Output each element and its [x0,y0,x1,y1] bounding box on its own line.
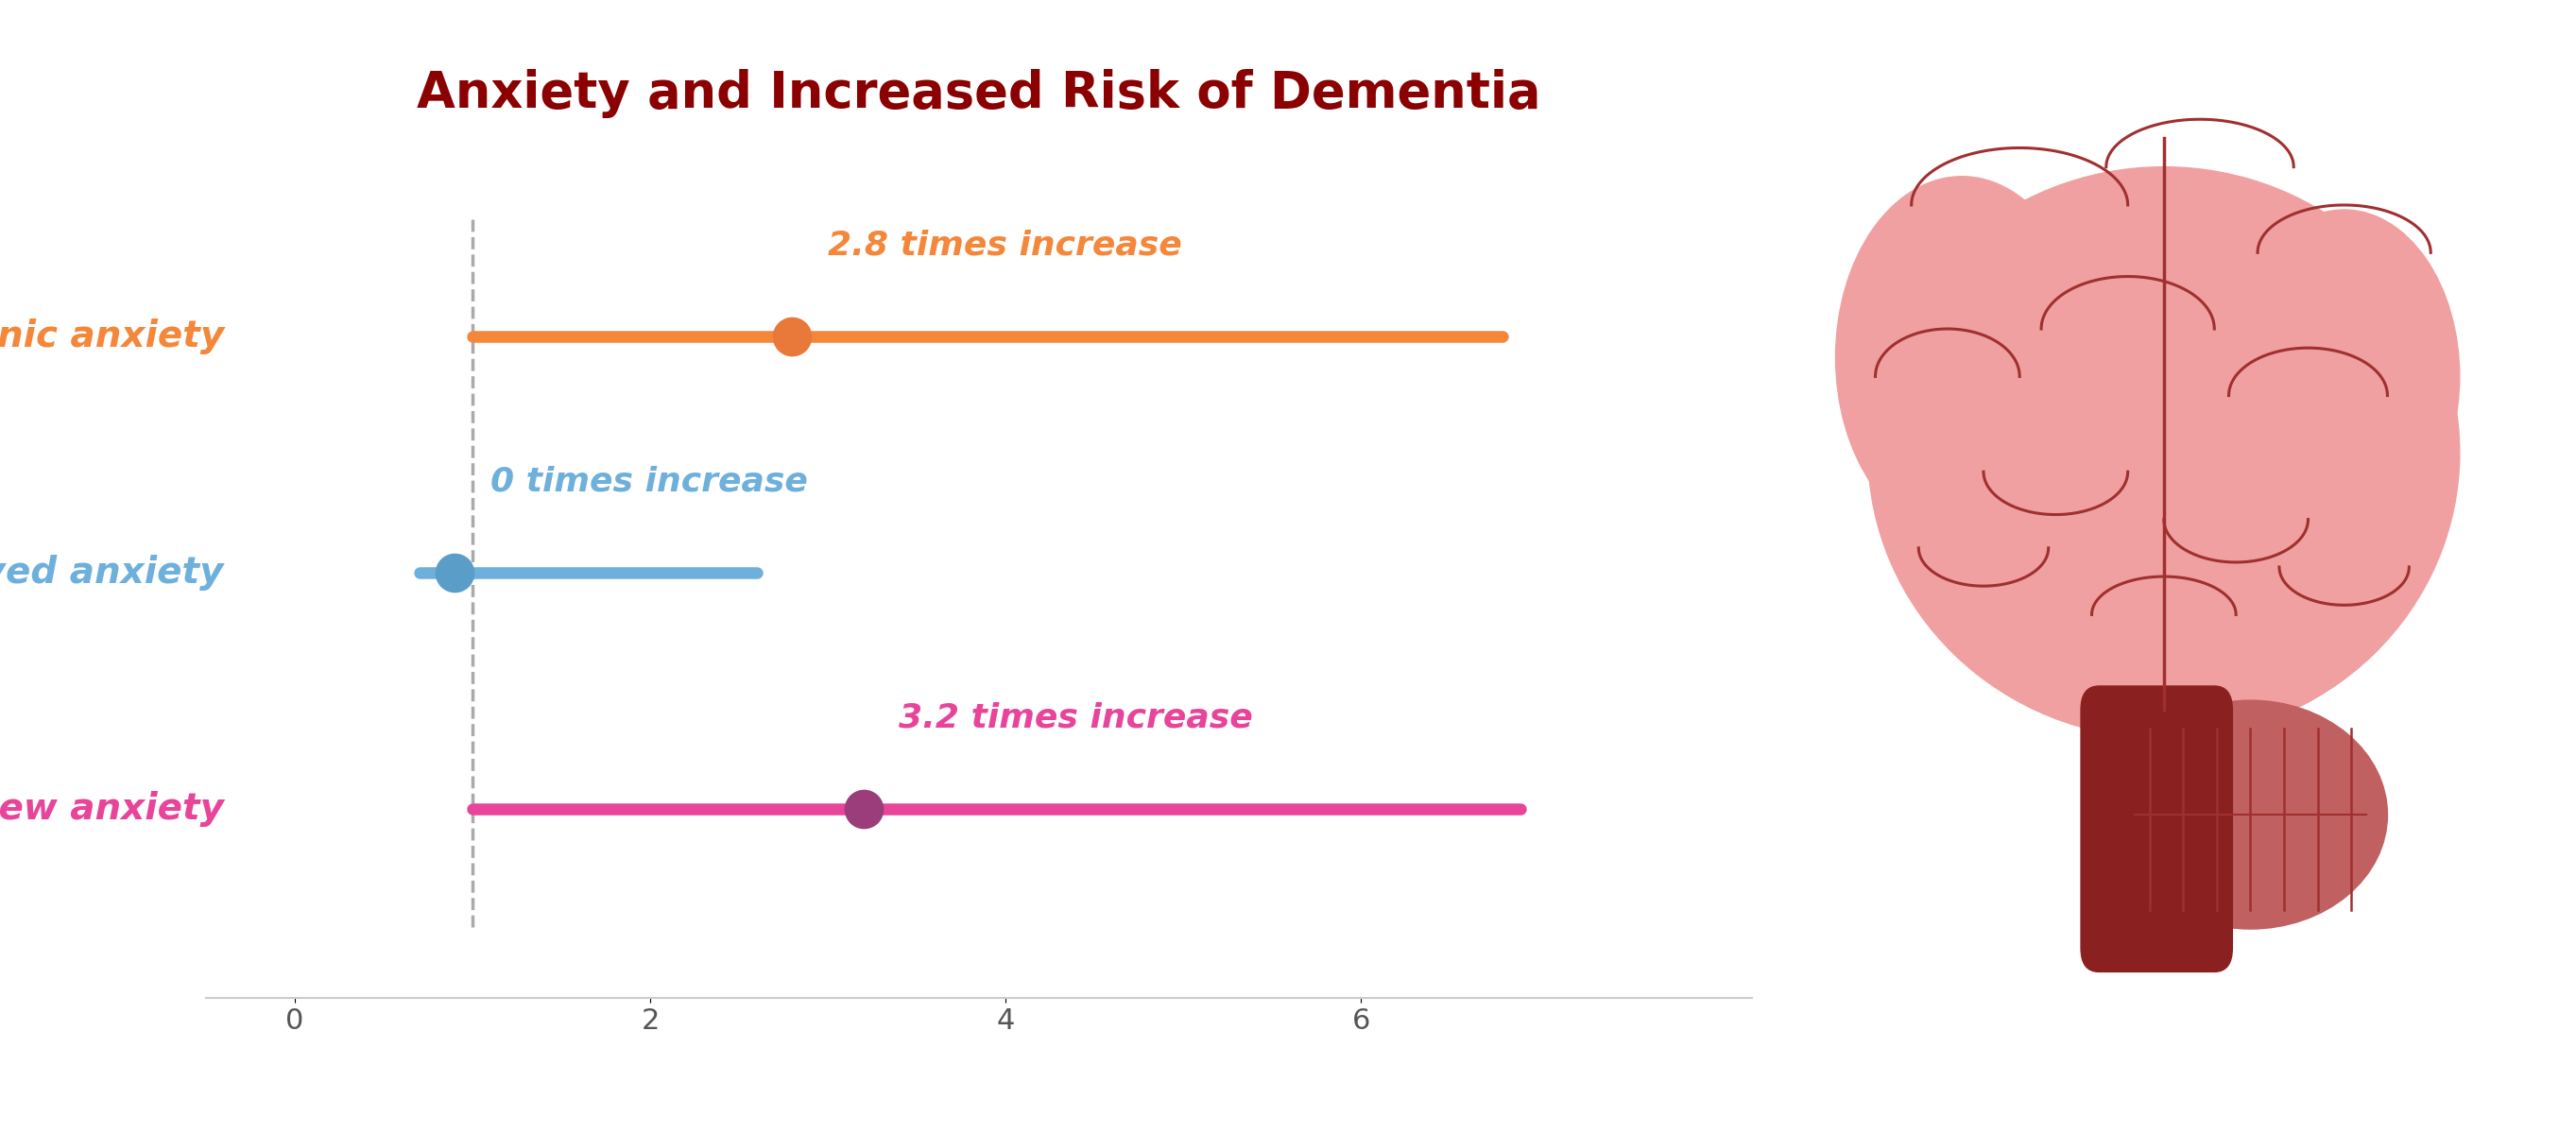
Text: Resolved anxiety: Resolved anxiety [0,555,224,591]
Point [435,564,477,582]
Text: New anxiety: New anxiety [0,792,224,827]
Text: 3.2 times increase: 3.2 times increase [899,701,1252,734]
Text: 0 times increase: 0 times increase [489,465,809,497]
Text: 2.8 times increase: 2.8 times increase [827,229,1182,261]
Ellipse shape [2112,701,2388,929]
Ellipse shape [2228,210,2460,543]
FancyBboxPatch shape [2081,686,2233,972]
Text: Chronic anxiety: Chronic anxiety [0,319,224,354]
Ellipse shape [1868,167,2460,738]
Ellipse shape [1837,177,2089,539]
Title: Anxiety and Increased Risk of Dementia: Anxiety and Increased Risk of Dementia [417,69,1540,118]
Point [773,328,814,346]
Point [842,799,884,818]
